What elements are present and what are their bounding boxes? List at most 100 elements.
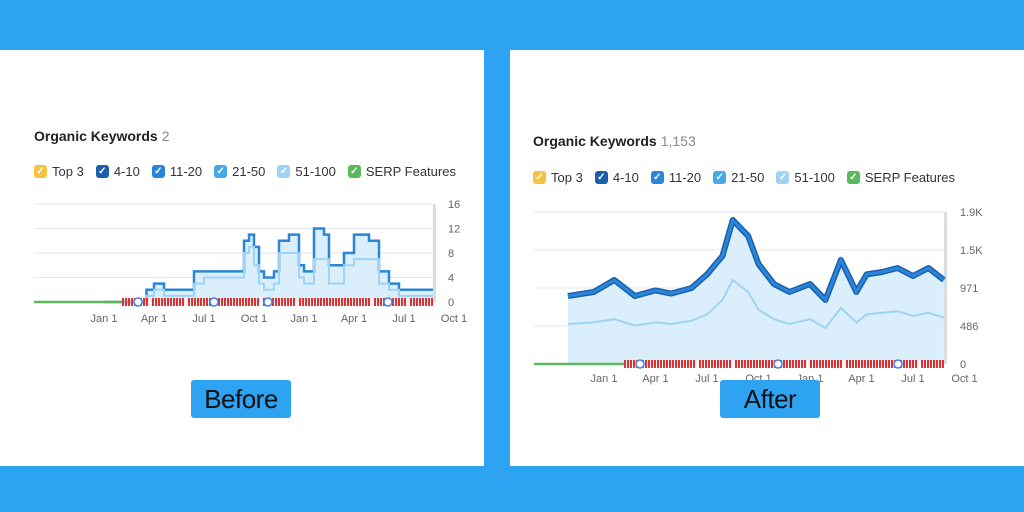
y-tick-label: 0	[448, 297, 454, 309]
google-icon	[133, 297, 143, 307]
legend-item-21-50[interactable]: ✓ 21-50	[713, 170, 764, 185]
legend-label: 11-20	[668, 170, 702, 185]
serp-tick	[305, 298, 307, 306]
area-fill	[567, 220, 944, 364]
serp-tick	[407, 298, 409, 306]
serp-tick	[230, 298, 232, 306]
serp-tick	[888, 360, 890, 368]
serp-tick	[819, 360, 821, 368]
serp-tick	[179, 298, 181, 306]
serp-tick	[633, 360, 635, 368]
serp-tick	[185, 298, 187, 306]
x-tick-label: Apr 1	[848, 373, 874, 385]
serp-tick	[314, 298, 316, 306]
legend-label: 4-10	[113, 164, 140, 179]
serp-tick	[882, 360, 884, 368]
google-icon	[209, 297, 219, 307]
legend-item-serp[interactable]: ✓ SERP Features	[846, 170, 955, 185]
serp-tick	[395, 298, 397, 306]
serp-tick	[771, 360, 773, 368]
legend-item-4-10[interactable]: ✓ 4-10	[594, 170, 639, 185]
legend-item-top3[interactable]: ✓ Top 3	[533, 170, 583, 185]
serp-tick	[912, 360, 914, 368]
series-line-total	[104, 227, 433, 304]
serp-tick	[287, 298, 289, 306]
serp-tick	[666, 360, 668, 368]
serp-tick	[416, 298, 418, 306]
legend-item-11-20[interactable]: ✓ 11-20	[650, 170, 702, 185]
serp-tick	[876, 360, 878, 368]
serp-tick	[804, 360, 806, 368]
serp-tick	[356, 298, 358, 306]
serp-tick	[401, 298, 403, 306]
serp-tick	[927, 360, 929, 368]
legend-item-51-100[interactable]: ✓ 51-100	[277, 164, 336, 179]
serp-tick	[651, 360, 653, 368]
serp-tick	[128, 298, 130, 306]
serp-tick	[648, 360, 650, 368]
serp-tick	[735, 360, 737, 368]
serp-tick	[170, 298, 172, 306]
legend-item-21-50[interactable]: ✓ 21-50	[214, 164, 265, 179]
serp-tick	[918, 360, 920, 368]
serp-tick	[645, 360, 647, 368]
after-panel: Organic Keywords 1,153 ✓ Top 3 ✓ 4-10 ✓ 11-2…	[510, 50, 1024, 466]
serp-tick	[311, 298, 313, 306]
serp-tick	[855, 360, 857, 368]
serp-tick	[233, 298, 235, 306]
serp-tick	[741, 360, 743, 368]
serp-tick	[164, 298, 166, 306]
serp-tick	[885, 360, 887, 368]
serp-tick	[236, 298, 238, 306]
serp-tick	[822, 360, 824, 368]
serp-tick	[413, 298, 415, 306]
serp-tick	[224, 298, 226, 306]
serp-tick	[738, 360, 740, 368]
serp-tick	[915, 360, 917, 368]
serp-tick	[257, 298, 259, 306]
serp-tick	[284, 298, 286, 306]
serp-tick	[353, 298, 355, 306]
serp-tick	[840, 360, 842, 368]
x-tick-label: Apr 1	[341, 313, 367, 325]
serp-tick	[302, 298, 304, 306]
serp-tick	[873, 360, 875, 368]
serp-tick	[329, 298, 331, 306]
serp-tick	[296, 298, 298, 306]
serp-tick	[278, 298, 280, 306]
check-icon: ✓	[347, 165, 361, 178]
serp-tick	[681, 360, 683, 368]
serp-tick	[359, 298, 361, 306]
serp-tick	[714, 360, 716, 368]
serp-tick	[726, 360, 728, 368]
chart-before: 16 12 8 4 0 Jan 1 Apr 1 Jul 1 Oct 1 Jan 1 Apr 1 Jul…	[34, 199, 467, 325]
serp-tick	[729, 360, 731, 368]
legend-item-4-10[interactable]: ✓ 4-10	[95, 164, 140, 179]
serp-tick	[188, 298, 190, 306]
legend: ✓ Top 3 ✓ 4-10 ✓ 11-20 ✓ 21-50 ✓ 51-100 ✓ SERP…	[533, 170, 967, 185]
check-icon: ✓	[277, 165, 291, 178]
serp-tick	[431, 298, 433, 306]
x-tick-label: Apr 1	[642, 373, 668, 385]
google-icon	[773, 359, 783, 369]
check-icon: ✓	[95, 165, 109, 178]
serp-tick	[143, 298, 145, 306]
serp-tick	[789, 360, 791, 368]
serp-tick	[747, 360, 749, 368]
serp-tick	[362, 298, 364, 306]
serp-tick	[768, 360, 770, 368]
check-icon: ✓	[846, 171, 860, 184]
legend-item-11-20[interactable]: ✓ 11-20	[151, 164, 202, 179]
legend-item-51-100[interactable]: ✓ 51-100	[776, 170, 835, 185]
serp-tick	[753, 360, 755, 368]
serp-tick	[149, 298, 151, 306]
serp-tick	[732, 360, 734, 368]
serp-tick	[690, 360, 692, 368]
serp-tick	[341, 298, 343, 306]
serp-tick	[272, 298, 274, 306]
legend-item-top3[interactable]: ✓ Top 3	[34, 164, 84, 179]
serp-tick	[125, 298, 127, 306]
legend-item-serp[interactable]: ✓ SERP Features	[347, 164, 456, 179]
serp-tick	[663, 360, 665, 368]
area-fill	[104, 228, 433, 302]
